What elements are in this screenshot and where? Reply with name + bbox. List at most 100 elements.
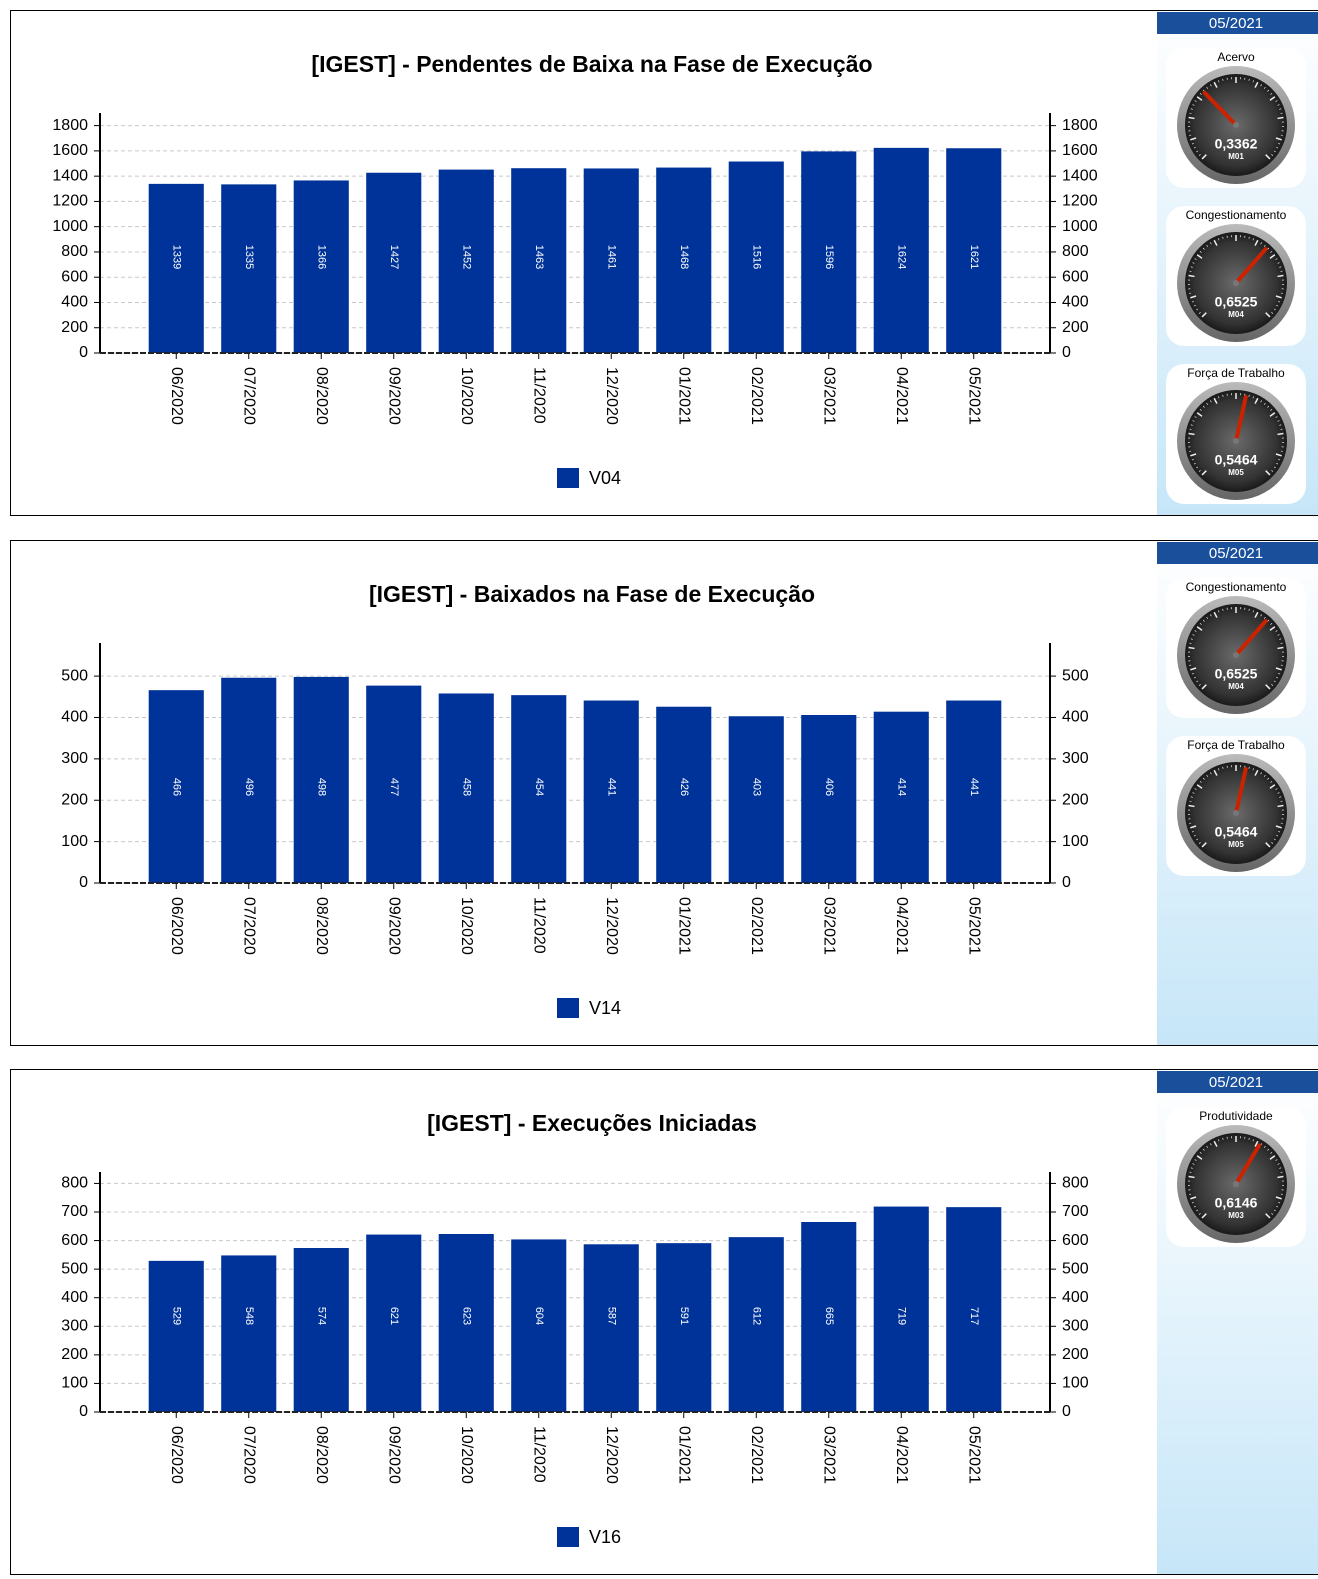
- gauge-tick: [1194, 100, 1197, 102]
- bar: [873, 711, 929, 883]
- y-tick-label: 200: [61, 319, 88, 336]
- gauge-tick: [1267, 405, 1270, 408]
- gauge-tick: [1202, 777, 1205, 780]
- x-tick-label: 02/2021: [748, 1426, 765, 1484]
- gauge-tick: [1213, 611, 1218, 618]
- bar: [293, 676, 349, 883]
- gauge-tick: [1271, 154, 1274, 156]
- gauge-tick: [1198, 312, 1201, 314]
- gauge-hub: [1233, 652, 1239, 658]
- x-tick-label: 04/2021: [893, 1426, 910, 1484]
- sidebar-header: [1157, 542, 1318, 564]
- gauge-tick: [1270, 780, 1273, 783]
- gauge-tick: [1273, 680, 1276, 683]
- gauge-tick: [1276, 1205, 1279, 1208]
- bar-value-label: 403: [750, 778, 762, 796]
- gauge-tick: [1190, 453, 1197, 457]
- x-tick-label: 07/2020: [241, 367, 258, 425]
- y2-tick-label: 1800: [1062, 117, 1098, 134]
- gauge-tick: [1277, 420, 1280, 422]
- gauge-tick: [1265, 684, 1271, 690]
- gauge-tick: [1193, 304, 1196, 307]
- x-tick-label: 07/2020: [241, 897, 258, 955]
- gauge-value: 0,6525: [1215, 294, 1258, 310]
- bar: [221, 677, 277, 883]
- gauge-tick: [1276, 834, 1279, 837]
- y2-tick-label: 0: [1062, 1403, 1071, 1420]
- bar-value-label: 426: [678, 778, 690, 796]
- gauge-tick: [1196, 680, 1199, 683]
- gauge-tick: [1198, 842, 1201, 844]
- gauge-tick: [1254, 81, 1259, 88]
- gauge-tick: [1222, 394, 1224, 397]
- gauge-hub: [1233, 810, 1239, 816]
- gauge-tick: [1252, 1139, 1254, 1142]
- gauge-tick: [1260, 614, 1263, 617]
- gauge-needle: [1234, 767, 1248, 815]
- gauge-tick: [1213, 397, 1218, 404]
- panel: [IGEST] - Execuções Iniciadas 0 0 100 100 200…: [10, 1069, 1318, 1575]
- bar-value-label: 466: [170, 778, 182, 796]
- gauge-title: Força de Trabalho: [1187, 738, 1285, 752]
- gauge-code: M04: [1228, 682, 1244, 691]
- gauge-tick: [1194, 788, 1197, 790]
- y-tick-label: 600: [61, 1232, 88, 1249]
- gauge-tick: [1271, 1213, 1274, 1215]
- gauge-tick: [1263, 616, 1266, 619]
- x-tick-label: 10/2020: [458, 1426, 475, 1484]
- x-tick-label: 06/2020: [168, 367, 185, 425]
- gauge-tick: [1275, 453, 1282, 457]
- x-tick-label: 11/2020: [531, 1426, 548, 1483]
- bar: [946, 148, 1002, 353]
- bar-value-label: 406: [823, 778, 835, 796]
- x-tick-label: 05/2021: [966, 367, 983, 425]
- bar-value-label: 1427: [388, 245, 400, 269]
- gauge-title: Congestionamento: [1186, 580, 1287, 594]
- gauge-tick: [1193, 834, 1196, 837]
- gauge-title: Produtividade: [1199, 1109, 1273, 1123]
- bar: [293, 180, 349, 353]
- gauge-tick: [1254, 397, 1259, 404]
- x-tick-label: 06/2020: [168, 897, 185, 955]
- bar-value-label: 1461: [605, 245, 617, 269]
- chart-title: [IGEST] - Baixados na Fase de Execução: [369, 581, 815, 607]
- gauge-tick: [1270, 250, 1273, 253]
- gauge-needle: [1234, 1143, 1262, 1186]
- y2-tick-label: 200: [1062, 1346, 1089, 1363]
- gauge-tick: [1269, 1155, 1276, 1160]
- gauge-tick: [1206, 616, 1209, 619]
- bar: [728, 161, 784, 353]
- gauge-tick: [1254, 239, 1259, 246]
- x-tick-label: 08/2020: [313, 1426, 330, 1484]
- x-tick-label: 02/2021: [748, 367, 765, 425]
- gauge-tick: [1252, 238, 1254, 241]
- gauge-tick: [1209, 772, 1212, 775]
- x-tick-label: 08/2020: [313, 897, 330, 955]
- gauge-needle: [1234, 395, 1248, 443]
- panel-border: [10, 540, 1318, 1046]
- gauge-tick: [1213, 239, 1218, 246]
- gauge-tick: [1275, 416, 1278, 418]
- x-tick-label: 04/2021: [893, 367, 910, 425]
- gauge-tick: [1196, 626, 1203, 631]
- x-tick-label: 01/2021: [676, 897, 693, 955]
- gauge-tick: [1271, 684, 1274, 686]
- gauge-tick: [1278, 300, 1281, 303]
- panel: [IGEST] - Baixados na Fase de Execução 0 0…: [10, 540, 1318, 1046]
- y2-tick-label: 400: [1062, 294, 1089, 311]
- gauge-tick: [1188, 432, 1195, 436]
- gauge-tick: [1201, 1213, 1207, 1219]
- legend-swatch: [557, 1527, 579, 1547]
- y-tick-label: 600: [61, 268, 88, 285]
- gauge-tick: [1213, 1140, 1218, 1147]
- gauge-tick: [1190, 1196, 1197, 1200]
- x-tick-label: 10/2020: [458, 367, 475, 425]
- gauge-tick: [1267, 1148, 1270, 1151]
- gauge-tick: [1277, 634, 1280, 636]
- gauge-tick: [1263, 1145, 1266, 1148]
- sidebar-date: 05/2021: [1209, 15, 1263, 32]
- panel-border: [10, 10, 1318, 516]
